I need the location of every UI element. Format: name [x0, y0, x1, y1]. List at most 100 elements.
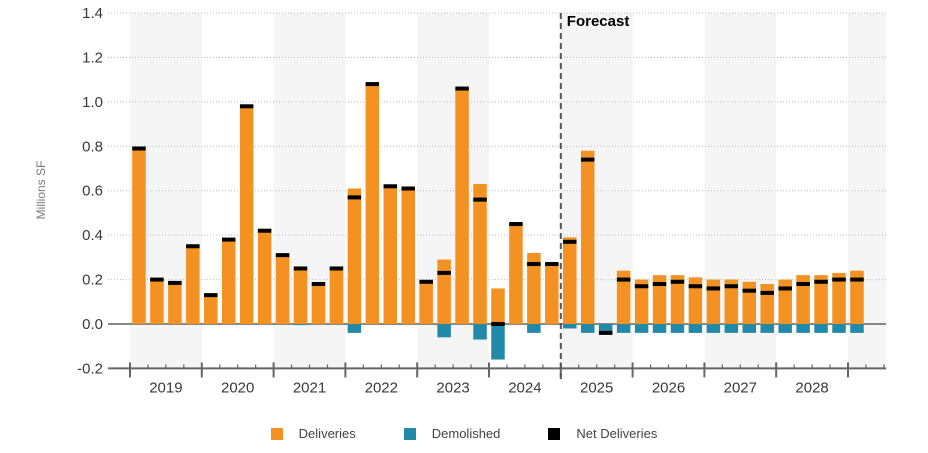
x-axis: 2019 2020 2021 2022 2023 2024 2025 2026 2027 2028 — [108, 362, 886, 396]
demolished-swatch — [403, 427, 416, 440]
deliveries-bar — [275, 255, 290, 324]
deliveries-bar — [616, 270, 631, 324]
deliveries-bar — [383, 186, 398, 324]
demolished-bar — [724, 324, 739, 333]
net-deliveries-marker — [419, 279, 433, 284]
deliveries-bar — [527, 252, 541, 324]
bars — [132, 82, 864, 360]
demolished-bar — [688, 324, 703, 333]
net-deliveries-marker — [545, 262, 559, 267]
demolished-bar — [616, 324, 631, 333]
net-deliveries-marker — [401, 186, 415, 191]
deliveries-bar — [670, 275, 685, 324]
forecast-annotation: Forecast — [567, 13, 630, 30]
net-deliveries-marker — [634, 284, 649, 289]
deliveries-swatch — [270, 427, 283, 440]
deliveries-bar — [634, 279, 649, 324]
legend-item-demolished[interactable]: Demolished — [403, 426, 500, 441]
deliveries-bar — [580, 150, 595, 324]
x-year-label: 2028 — [795, 379, 828, 396]
deliveries-bar — [491, 288, 505, 324]
x-year-label: 2026 — [652, 379, 685, 396]
x-year-label: 2019 — [149, 379, 182, 396]
deliveries-bar — [509, 224, 523, 324]
net-deliveries-marker — [527, 262, 541, 267]
demolished-bar — [437, 324, 451, 338]
net-deliveries-marker — [275, 253, 290, 258]
deliveries-bar — [347, 188, 362, 324]
deliveries-bar — [760, 284, 774, 324]
deliveries-bar — [150, 279, 164, 324]
net-deliveries-marker — [688, 284, 703, 289]
demolished-bar — [670, 324, 685, 333]
net-deliveries-marker — [383, 184, 398, 189]
net-deliveries-marker — [580, 157, 595, 162]
deliveries-bar — [832, 272, 846, 324]
demolished-bar — [580, 324, 595, 333]
deliveries-bar — [778, 279, 792, 324]
deliveries-bar — [293, 268, 308, 324]
net-deliveries-marker — [742, 288, 757, 293]
deliveries-bar — [742, 281, 757, 324]
deliveries-bar — [724, 279, 739, 324]
net-deliveries-marker — [473, 197, 487, 202]
demolished-bar — [706, 324, 721, 333]
net-deliveries-marker — [293, 266, 308, 271]
net-deliveries-marker — [778, 286, 792, 291]
net-deliveries-marker — [132, 146, 146, 151]
y-tick-label: 1.2 — [82, 49, 103, 66]
net-deliveries-marker — [760, 290, 774, 295]
deliveries-bar — [204, 295, 218, 324]
x-year-label: 2020 — [221, 379, 254, 396]
y-axis-ticks: 1.4 1.2 1.0 0.8 0.6 0.4 0.2 0.0 -0.2 — [77, 5, 103, 377]
y-tick-label: 1.0 — [82, 94, 103, 111]
legend-label: Net Deliveries — [576, 426, 658, 441]
demolished-bar — [796, 324, 810, 333]
deliveries-bar — [688, 277, 703, 324]
deliveries-bar — [186, 246, 200, 324]
x-year-label: 2024 — [508, 379, 541, 396]
demolished-bar — [347, 324, 362, 333]
demolished-bar — [491, 324, 505, 360]
net-deliveries-marker — [221, 237, 236, 242]
deliveries-bar — [850, 270, 864, 324]
deliveries-bar — [473, 184, 487, 324]
legend-item-net-deliveries[interactable]: Net Deliveries — [548, 426, 657, 441]
x-year-label: 2023 — [436, 379, 469, 396]
deliveries-bar — [652, 275, 667, 324]
deliveries-bar — [257, 230, 272, 324]
net-deliveries-marker — [850, 277, 864, 282]
net-deliveries-marker — [347, 195, 362, 200]
y-tick-label: 0.6 — [82, 183, 103, 200]
demolished-bar — [742, 324, 757, 333]
net-deliveries-marker — [706, 286, 721, 291]
deliveries-bar — [132, 148, 146, 324]
demolished-bar — [473, 324, 487, 340]
deliveries-bar — [221, 239, 236, 324]
deliveries-bar — [814, 275, 828, 324]
net-deliveries-marker — [257, 228, 272, 233]
legend: Deliveries Demolished Net Deliveries — [0, 426, 928, 441]
net-deliveries-marker — [814, 279, 828, 284]
deliveries-bar — [437, 259, 451, 324]
net-deliveries-marker — [186, 244, 200, 249]
demolished-bar — [293, 324, 308, 326]
x-year-label: 2021 — [293, 379, 326, 396]
deliveries-bar — [168, 281, 182, 324]
demolished-bar — [778, 324, 792, 333]
net-deliveries-marker — [509, 222, 523, 227]
x-year-label: 2025 — [580, 379, 613, 396]
net-deliveries-marker — [239, 104, 254, 109]
net-deliveries-marker — [150, 277, 164, 282]
demolished-bar — [760, 324, 774, 333]
y-tick-label: 0.0 — [82, 316, 103, 333]
legend-item-deliveries[interactable]: Deliveries — [270, 426, 356, 441]
net-deliveries-marker — [491, 322, 505, 326]
y-tick-label: 1.4 — [82, 5, 103, 22]
y-tick-label: 0.2 — [82, 272, 103, 289]
legend-label: Deliveries — [298, 426, 356, 441]
deliveries-bar — [329, 268, 344, 324]
net-deliveries-marker — [796, 282, 810, 287]
deliveries-bar — [311, 284, 326, 324]
chart: 1.4 1.2 1.0 0.8 0.6 0.4 0.2 0.0 -0.2 Millions SF… — [34, 5, 886, 396]
